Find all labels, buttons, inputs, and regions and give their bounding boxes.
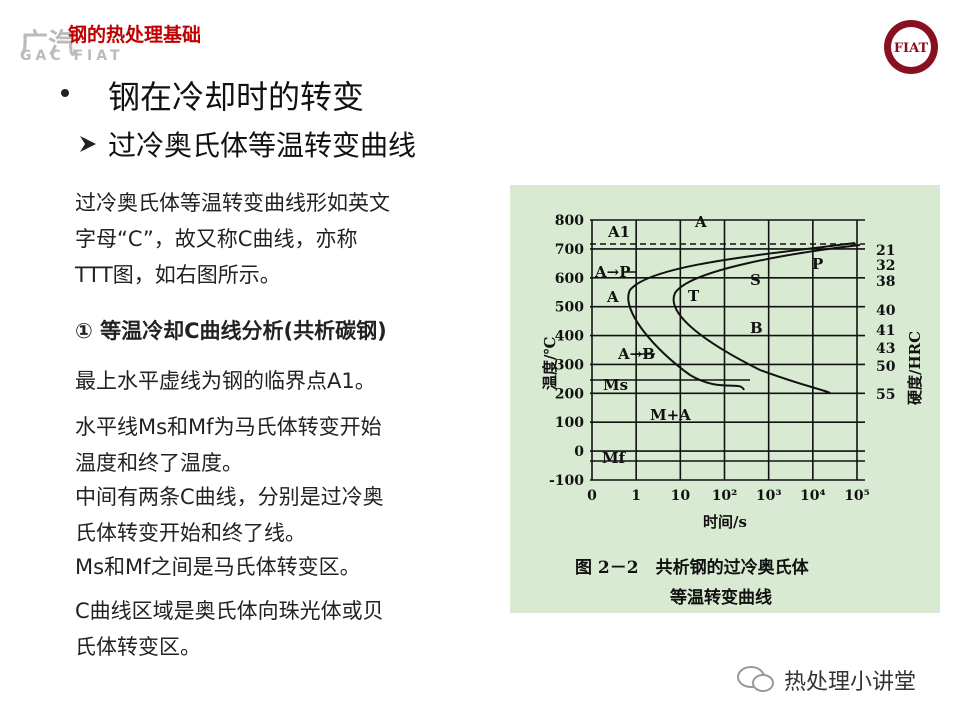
region-label: Mf	[602, 449, 627, 467]
region-label: M+A	[650, 406, 691, 424]
y-tick-label: 800	[555, 213, 584, 229]
region-label: A	[694, 213, 707, 231]
x-tick-label: 10	[671, 488, 691, 504]
watermark: 热处理小讲堂	[784, 670, 917, 695]
paragraph-line: 中间有两条C曲线，分别是过冷奥	[75, 485, 384, 509]
y-tick-label: 0	[574, 444, 584, 460]
paragraph-line: 温度和终了温度。	[75, 451, 243, 475]
start-curve	[627, 242, 856, 391]
paragraph-line: TTT图，如右图所示。	[75, 263, 281, 287]
x-axis-label: 时间/s	[703, 513, 747, 531]
paragraph-line: 最上水平虚线为钢的临界点A1。	[75, 369, 376, 393]
y-axis-label: 温度/℃	[541, 337, 559, 390]
region-label: A1	[607, 223, 630, 241]
badge-inner	[891, 27, 931, 67]
paragraph-line: 水平线Ms和Mf为马氏体转变开始	[75, 415, 382, 439]
paragraph-line: 过冷奥氏体等温转变曲线形如英文	[75, 191, 390, 215]
region-label: Ms	[603, 376, 628, 394]
hardness-label: 32	[876, 258, 895, 274]
bullet	[61, 89, 69, 97]
arrow-bullet	[80, 136, 96, 152]
region-label: A→B	[617, 345, 655, 363]
x-tick-label: 10²	[712, 488, 738, 504]
region-label: A→P	[594, 263, 631, 281]
hardness-label: 41	[876, 323, 895, 339]
x-tick-label: 10⁵	[844, 488, 870, 504]
wechat-icon	[737, 666, 774, 692]
paragraph-line: 氏体转变开始和终了线。	[75, 521, 306, 545]
region-label: T	[688, 287, 700, 305]
fiat-badge: FIAT	[884, 20, 938, 74]
y-tick-label: 100	[555, 415, 584, 431]
y-tick-label: 200	[555, 386, 584, 402]
y-tick-label: 500	[555, 300, 584, 316]
bullet-dot	[61, 89, 69, 97]
arrow-shape	[80, 136, 96, 152]
heading: 钢在冷却时的转变	[108, 78, 365, 116]
figure-caption: 图 2－2 共析钢的过冷奥氏体	[575, 557, 810, 578]
x-tick-label: 10³	[756, 488, 782, 504]
y-tick-label: -100	[549, 473, 584, 489]
paragraph-line: Ms和Mf之间是马氏体转变区。	[75, 555, 361, 579]
x-tick-label: 1	[631, 488, 641, 504]
logo-cn: 广汽	[20, 27, 77, 60]
region-label: P	[812, 255, 823, 273]
hardness-label: 40	[876, 303, 896, 319]
region-label: S	[750, 271, 761, 289]
x-tick-label: 10⁴	[800, 488, 826, 504]
y-tick-label: 400	[555, 329, 584, 345]
paragraph-line: C曲线区域是奥氏体向珠光体或贝	[75, 599, 384, 623]
hardness-label: 43	[876, 341, 895, 357]
y-tick-label: 700	[555, 242, 584, 258]
x-tick-label: 0	[587, 488, 597, 504]
y2-axis-label: 硬度/HRC	[906, 331, 924, 405]
region-label: B	[750, 319, 763, 337]
y-tick-label: 600	[555, 271, 584, 287]
paragraph-line: ① 等温冷却C曲线分析(共析碳钢)	[75, 319, 387, 343]
hardness-label: 21	[876, 243, 895, 259]
badge-text: FIAT	[894, 41, 929, 56]
logo-en: GAC FIAT	[20, 48, 124, 64]
figure-caption: 等温转变曲线	[670, 587, 772, 608]
subheading: 过冷奥氏体等温转变曲线	[108, 129, 417, 162]
icon-bubble	[752, 674, 774, 692]
hardness-label: 55	[876, 387, 895, 403]
y-tick-label: 300	[555, 357, 584, 373]
paragraph-line: 氏体转变区。	[75, 635, 201, 659]
hardness-label: 38	[876, 274, 895, 290]
region-label: A	[606, 288, 619, 306]
paragraph-line: 字母“C”，故又称C曲线，亦称	[75, 227, 358, 251]
header-title: 钢的热处理基础	[68, 24, 202, 46]
hardness-label: 50	[876, 359, 896, 375]
finish-curve	[672, 244, 861, 394]
